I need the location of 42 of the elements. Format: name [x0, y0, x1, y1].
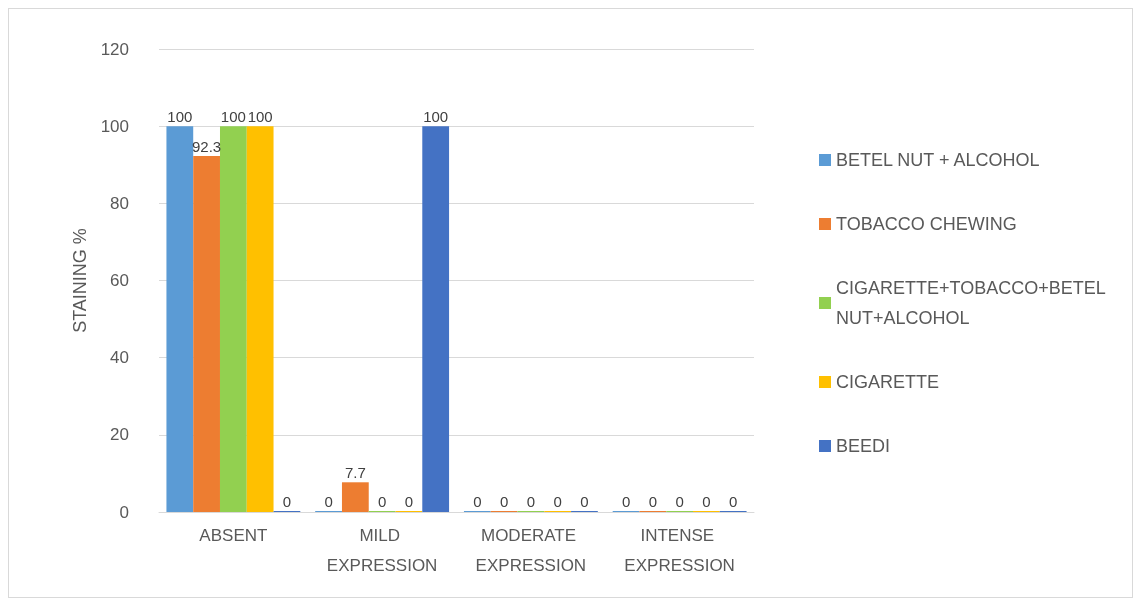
legend-label: BEEDI: [836, 436, 891, 456]
data-label: 0: [473, 493, 482, 510]
y-tick-label: 80: [110, 193, 129, 213]
y-tick-label: 100: [100, 116, 129, 136]
data-label: 0: [580, 493, 589, 510]
x-tick-label: ABSENT: [199, 525, 268, 545]
bar: [246, 126, 274, 512]
legend-label: CIGARETTE+TOBACCO+BETEL NUT+ALCOHOL: [836, 278, 1111, 328]
bar: [422, 126, 450, 512]
data-label: 100: [167, 108, 193, 126]
data-label: 100: [247, 108, 273, 126]
legend-label: TOBACCO CHEWING: [836, 214, 1017, 234]
data-label: 0: [702, 493, 711, 510]
data-label: 0: [404, 493, 414, 510]
bar: [166, 126, 194, 512]
data-label: 0: [648, 493, 658, 510]
legend-label: BETEL NUT + ALCOHOL: [836, 150, 1040, 170]
data-label: 0: [499, 493, 509, 510]
y-axis-title: STAINING %: [70, 228, 90, 333]
bar: [193, 155, 220, 512]
y-tick-label: 60: [110, 271, 129, 290]
data-label: 0: [729, 493, 738, 510]
data-label: 0: [675, 493, 684, 510]
data-label: 100: [423, 108, 449, 126]
y-tick-label: 40: [110, 348, 129, 368]
y-tick-label: 20: [110, 425, 129, 445]
bar: [341, 482, 369, 512]
bar: [219, 126, 247, 512]
y-tick-label: 120: [100, 39, 129, 59]
data-label: 7.7: [344, 464, 366, 482]
legend-label: CIGARETTE: [836, 372, 940, 392]
x-tick-label: INTENSE EXPRESSION: [624, 525, 735, 575]
data-label: 0: [282, 493, 292, 510]
data-label: 0: [553, 493, 562, 510]
data-label: 0: [324, 493, 333, 510]
x-tick-label: MODERATE EXPRESSION: [475, 525, 587, 575]
data-label: 100: [220, 108, 246, 126]
x-tick-label: MILD EXPRESSION: [326, 525, 438, 575]
data-label: 0: [526, 493, 536, 510]
data-label: 0: [377, 493, 387, 510]
y-tick-label: 0: [119, 502, 129, 522]
data-label: 0: [621, 493, 631, 510]
